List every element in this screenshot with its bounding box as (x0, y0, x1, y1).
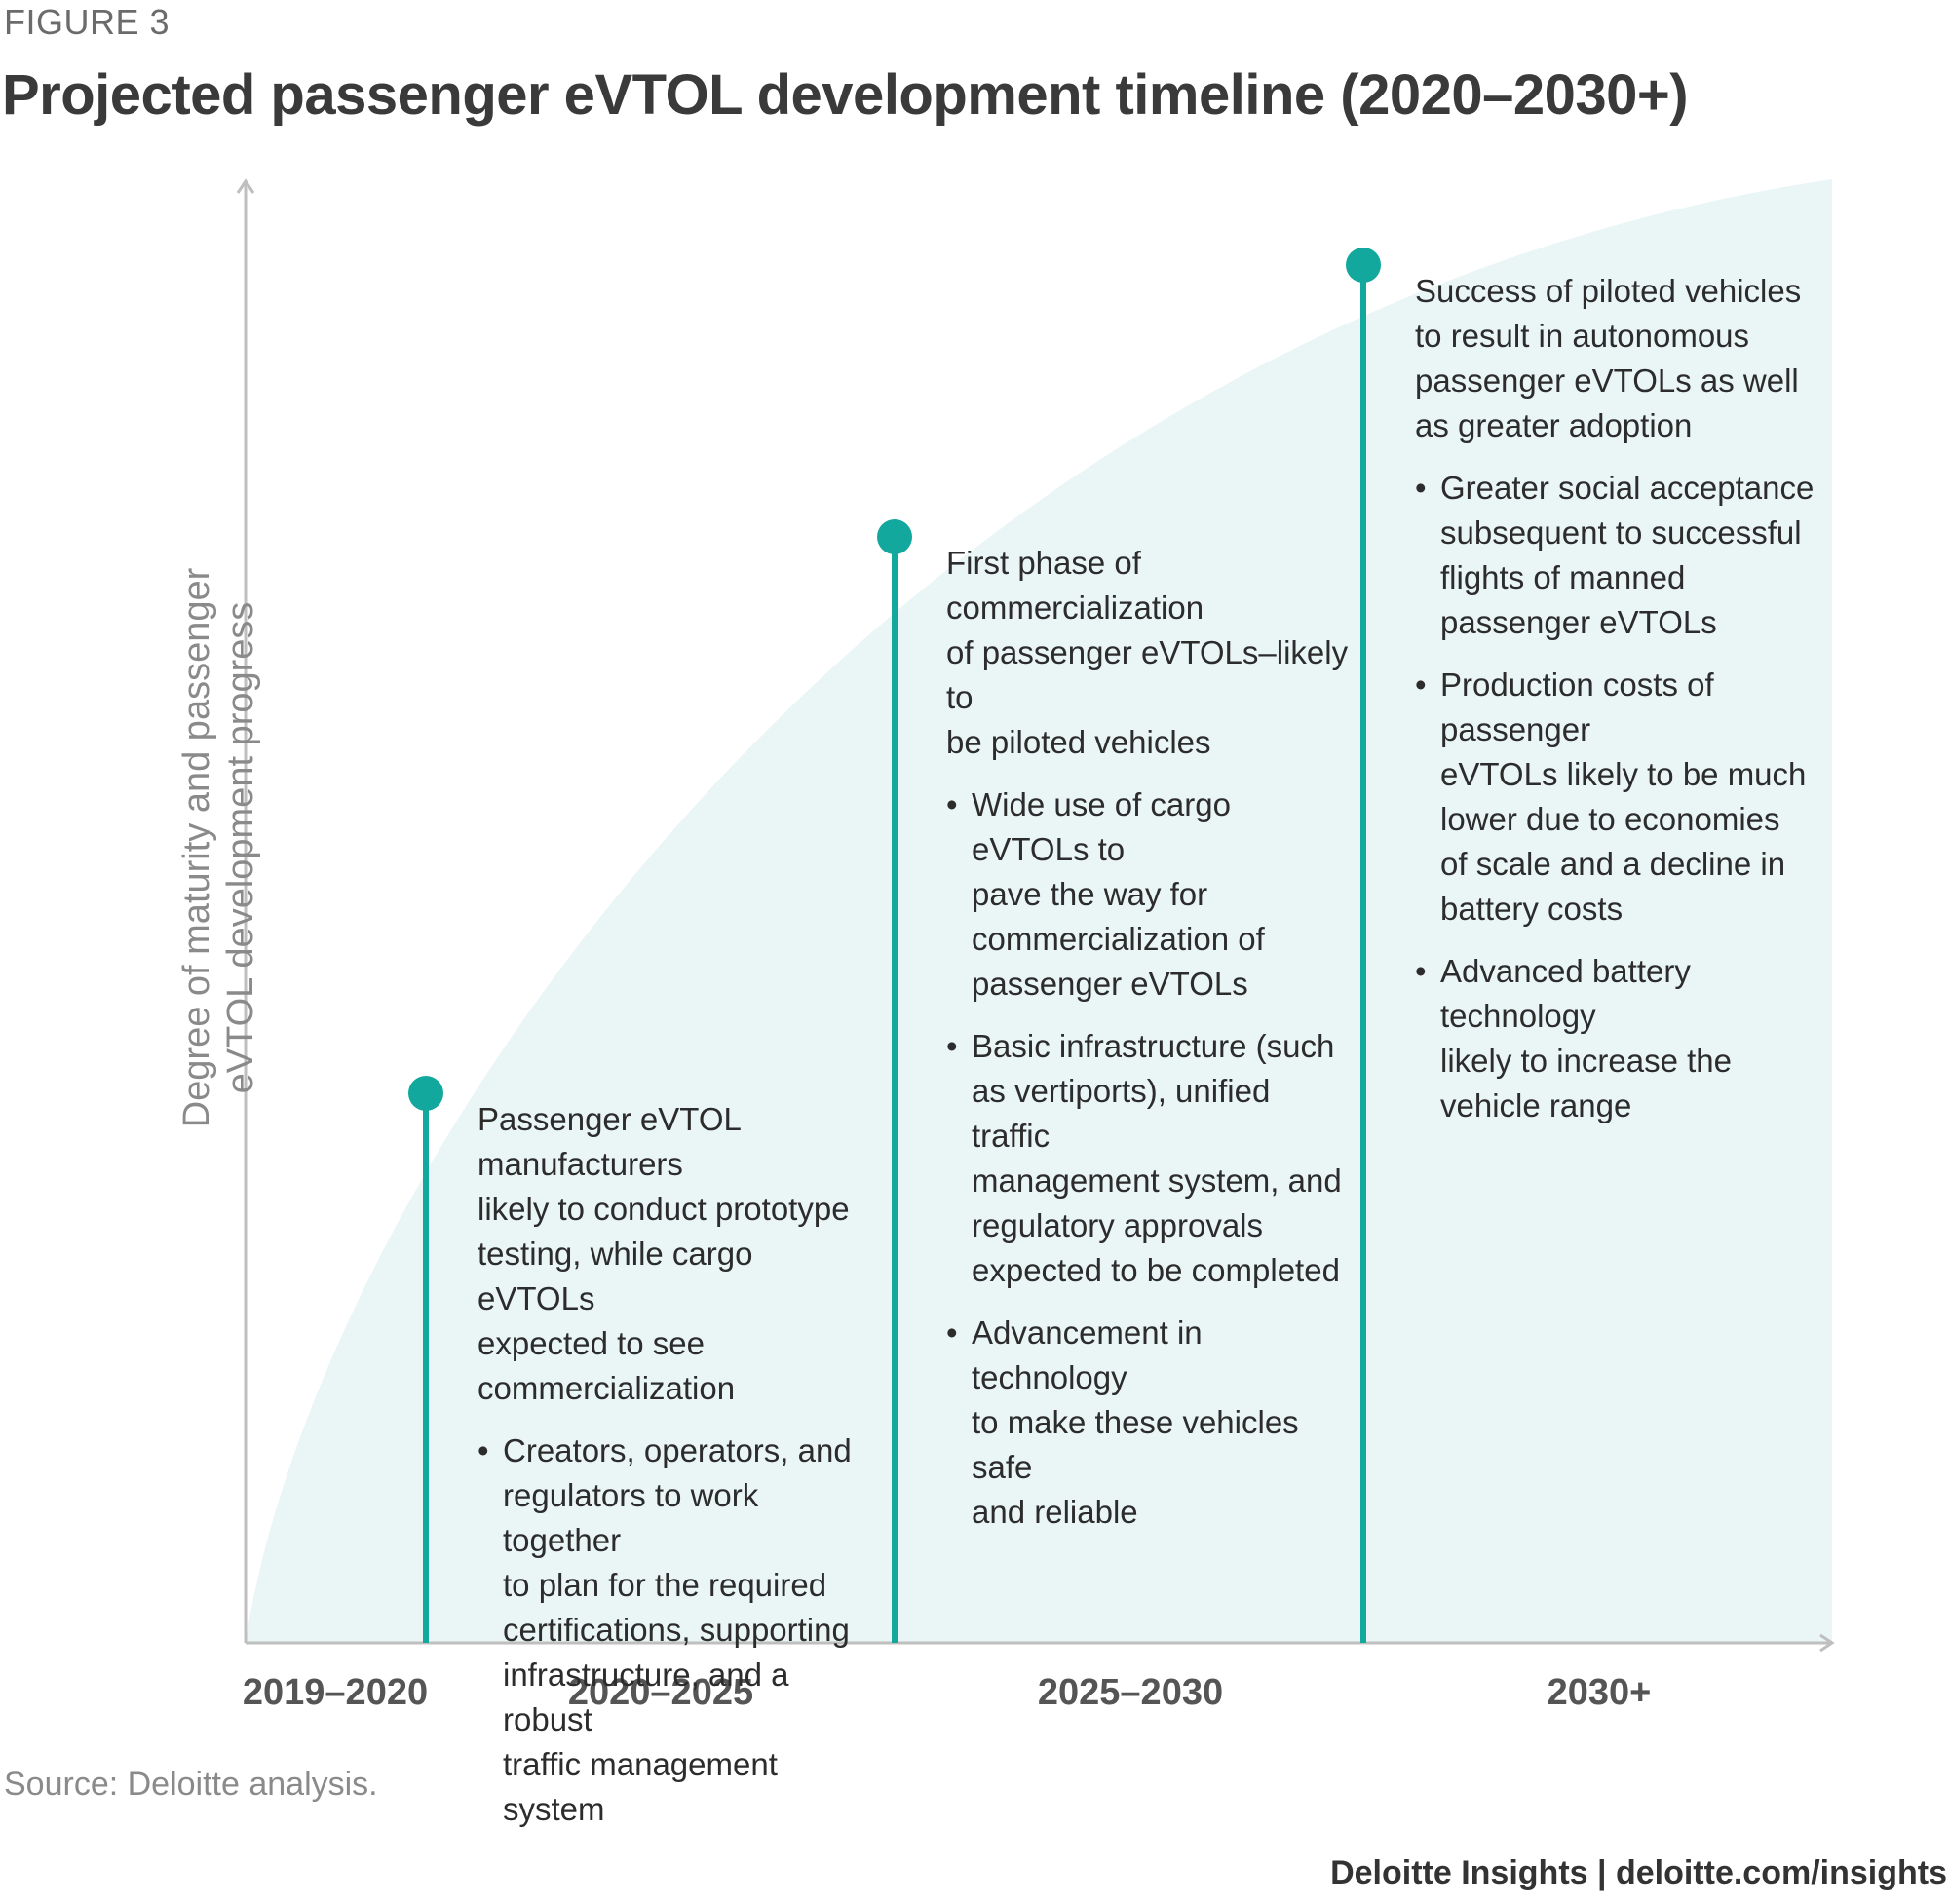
y-axis-label-line-1: Degree of maturity and passenger (176, 567, 217, 1128)
bullet-item: Greater social acceptance subsequent to … (1415, 466, 1844, 645)
milestone-text-2: First phase of commercialization of pass… (946, 541, 1356, 1552)
x-axis-label-2025-2030: 2025–2030 (1037, 1672, 1224, 1713)
x-axis-arrow (1819, 1633, 1835, 1653)
milestone-lead-3: Success of piloted vehicles to result in… (1415, 273, 1802, 443)
milestone-lead-1: Passenger eVTOL manufacturers likely to … (478, 1101, 850, 1406)
bullet-item: Advanced battery technology likely to in… (1415, 949, 1844, 1128)
y-axis-label-line-2: eVTOL development progress (220, 601, 261, 1094)
bullet-item: Basic infrastructure (such as vertiports… (946, 1024, 1356, 1293)
bullet-item: Wide use of cargo eVTOLs to pave the way… (946, 782, 1356, 1007)
bullet-item: Production costs of passenger eVTOLs lik… (1415, 663, 1844, 932)
figure-title: Projected passenger eVTOL development ti… (2, 63, 1689, 127)
milestone-bullets-1: Creators, operators, and regulators to w… (478, 1428, 877, 1832)
x-axis-label-2019-2020: 2019–2020 (242, 1672, 429, 1713)
x-axis-label-2030-plus: 2030+ (1547, 1672, 1652, 1713)
milestone-lead-2: First phase of commercialization of pass… (946, 545, 1349, 760)
y-axis-arrow (236, 178, 255, 194)
footer-credit: Deloitte Insights | deloitte.com/insight… (1330, 1854, 1947, 1891)
bullet-item: Creators, operators, and regulators to w… (478, 1428, 877, 1832)
y-axis-label: Degree of maturity and passenger eVTOL d… (175, 546, 263, 1150)
bullet-item: Advancement in technology to make these … (946, 1311, 1356, 1535)
figure-label: FIGURE 3 (4, 2, 171, 42)
milestone-marker-2 (877, 519, 912, 554)
milestone-text-3: Success of piloted vehicles to result in… (1415, 269, 1844, 1146)
source-note: Source: Deloitte analysis. (4, 1766, 378, 1803)
milestone-marker-3 (1346, 248, 1381, 283)
milestone-bullets-2: Wide use of cargo eVTOLs to pave the way… (946, 782, 1356, 1535)
milestone-text-1: Passenger eVTOL manufacturers likely to … (478, 1097, 877, 1849)
milestone-marker-1 (408, 1076, 443, 1111)
milestone-bullets-3: Greater social acceptance subsequent to … (1415, 466, 1844, 1128)
